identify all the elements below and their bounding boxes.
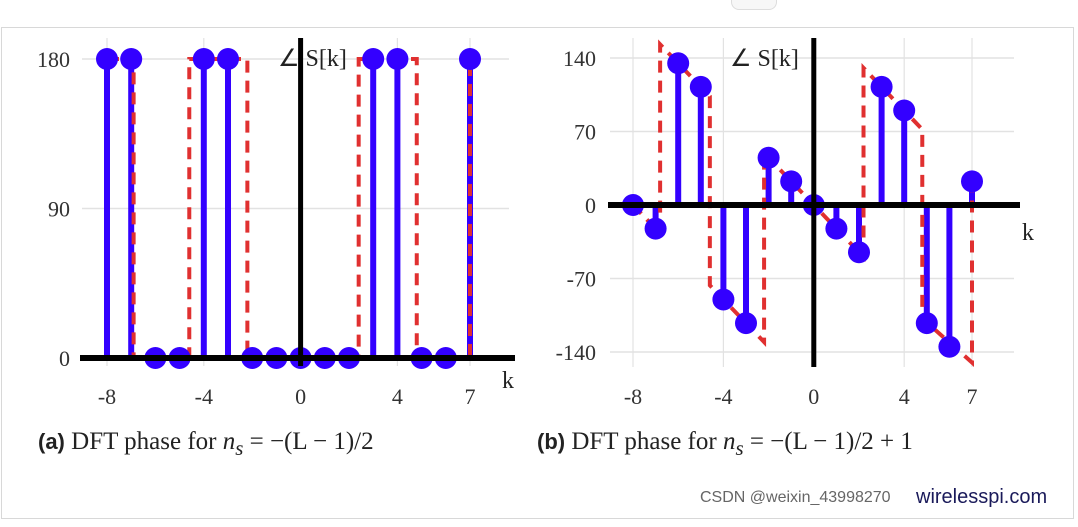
chart1-stem-marker xyxy=(735,312,757,335)
chart1-stem-marker xyxy=(689,75,712,98)
chart1-xtick-label: 7 xyxy=(967,384,978,409)
caption-b-math-var: n xyxy=(722,428,736,455)
chart0-stem-marker xyxy=(217,48,239,70)
chart0-ytick-label: 180 xyxy=(37,47,70,72)
caption-a-math-var: n xyxy=(222,428,236,455)
chart1-ytick-label: 70 xyxy=(574,120,596,145)
chart1-stem-marker xyxy=(780,170,803,193)
caption-b: (b) DFT phase for ns = −(L − 1)/2 + 1 xyxy=(537,428,913,461)
caption-b-text: DFT phase for xyxy=(571,428,717,455)
chart0-stem-marker xyxy=(386,48,409,70)
chart1-ytick-label: 0 xyxy=(585,193,596,218)
chart1-stem-marker xyxy=(644,217,667,240)
chart1-x-axis-label: k xyxy=(1022,220,1034,246)
chart0-xtick-label: 0 xyxy=(295,384,306,409)
chart0-y-axis-label: ∠ S[k] xyxy=(278,46,347,72)
chart1-stem-marker xyxy=(915,312,938,335)
chart1-stem-marker xyxy=(825,217,848,240)
watermark: wirelesspi.com xyxy=(916,486,1048,508)
chart0-stem-marker xyxy=(192,48,215,70)
chart1-stem-marker xyxy=(848,241,870,264)
chart1-xtick-label: 4 xyxy=(899,384,910,409)
chart1-y-axis-label: ∠ S[k] xyxy=(730,46,799,72)
chart1-stem-marker xyxy=(712,288,735,311)
chart1-stem-marker xyxy=(667,52,690,75)
chart1-xtick-label: -8 xyxy=(624,384,642,409)
chart1-ytick-label: -70 xyxy=(567,267,596,292)
chart0-xtick-label: -8 xyxy=(98,384,116,409)
caption-a-math-rest: = −(L − 1)/2 xyxy=(243,428,374,455)
chart0-stem-marker xyxy=(120,48,143,70)
chart1-xtick-label: -4 xyxy=(714,384,732,409)
chart0-stem-marker xyxy=(362,48,385,70)
caption-b-label: (b) xyxy=(537,429,566,454)
chart1-stem-marker xyxy=(757,146,780,169)
caption-a-label: (a) xyxy=(38,429,65,454)
chart1-stem-marker xyxy=(961,170,983,193)
chart1-stem-marker xyxy=(938,335,961,358)
caption-b-math-rest: = −(L − 1)/2 + 1 xyxy=(743,428,913,455)
caption-a: (a) DFT phase for ns = −(L − 1)/2 xyxy=(38,428,374,461)
chart1-ytick-label: -140 xyxy=(556,340,596,365)
figure-frame xyxy=(1,27,1074,519)
chart1-stem-marker xyxy=(870,75,893,98)
chart0-xtick-label: 4 xyxy=(392,384,403,409)
chart1-xtick-label: 0 xyxy=(808,384,819,409)
chart0-stem-marker xyxy=(459,48,481,70)
chart1-ytick-label: 140 xyxy=(563,46,596,71)
caption-b-math-sub: s xyxy=(735,436,744,460)
chart1-stem-marker xyxy=(893,99,916,122)
chart0-xtick-label: 7 xyxy=(465,384,476,409)
chart0-stem-marker xyxy=(96,48,118,70)
chart0-x-axis-label: k xyxy=(502,368,514,394)
chart0-xtick-label: -4 xyxy=(195,384,213,409)
caption-a-math-sub: s xyxy=(235,436,244,460)
caption-a-text: DFT phase for xyxy=(71,428,217,455)
chart0-ytick-label: 0 xyxy=(59,346,70,371)
overlay-credit: CSDN @weixin_43998270 xyxy=(700,489,891,506)
chart0-ytick-label: 90 xyxy=(48,197,70,222)
